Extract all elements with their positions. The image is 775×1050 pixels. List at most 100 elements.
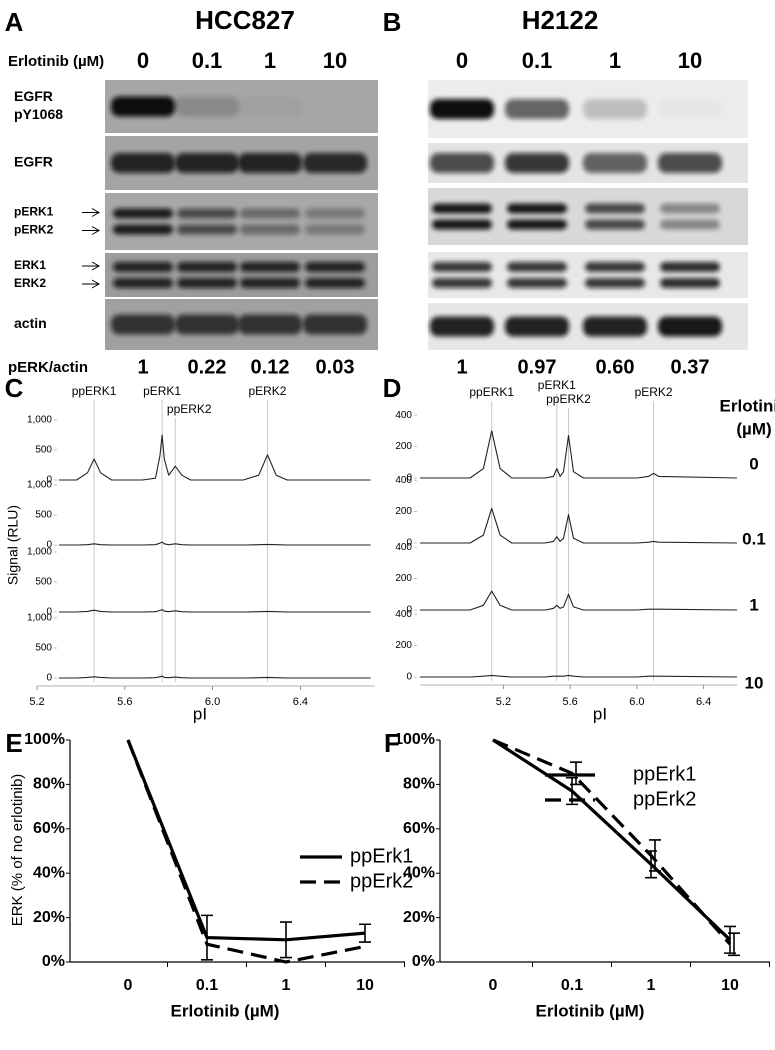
band — [505, 316, 569, 337]
y-tick-label: 1,000 — [27, 547, 52, 558]
blot-title: HCC827 — [195, 5, 295, 35]
band — [430, 316, 494, 337]
lane-label: 0 — [137, 48, 149, 73]
ratio-label: pERK/actin — [8, 359, 88, 376]
band — [240, 224, 300, 235]
ratio: 0.03 — [316, 356, 355, 378]
band — [113, 278, 173, 288]
band — [111, 153, 175, 173]
legend-entry: 10 — [745, 673, 764, 692]
row-label: pERK1 — [14, 205, 54, 219]
panel-letter: E — [5, 728, 22, 758]
band — [660, 219, 720, 230]
y-tick-label: 200 — [395, 640, 412, 651]
band — [585, 203, 645, 214]
x-tick-label: 5.6 — [563, 696, 578, 708]
lane-label: 10 — [323, 48, 347, 73]
x-tick-label: 6.4 — [293, 696, 308, 708]
y-tick-label: 100% — [394, 731, 435, 748]
y-tick-label: 80% — [33, 776, 65, 793]
peak-label: ppERK1 — [469, 385, 514, 399]
y-tick-label: 0 — [406, 605, 412, 616]
band — [430, 99, 494, 119]
x-tick-label: 0 — [489, 977, 498, 994]
band — [585, 262, 645, 272]
lane-label: 0.1 — [192, 48, 223, 73]
ratio: 1 — [456, 356, 467, 378]
band — [507, 262, 567, 272]
band — [240, 208, 300, 219]
band — [432, 219, 492, 230]
arrow-head — [91, 226, 101, 235]
band — [432, 262, 492, 272]
band — [658, 316, 722, 337]
trace — [420, 507, 738, 544]
y-tick-label: 400 — [395, 410, 412, 421]
peak-label: ppERK1 — [72, 384, 117, 398]
y-axis-title: ERK (% of no erlotinib) — [9, 774, 26, 927]
legend-entry: 0.1 — [742, 529, 766, 548]
row-label: actin — [14, 315, 47, 331]
lane-label: 10 — [678, 48, 702, 73]
panel-letter: D — [383, 373, 402, 403]
legend-title: Erlotinib — [720, 396, 775, 415]
peak-label: ppERK2 — [167, 402, 212, 416]
peak-label: pERK2 — [635, 385, 673, 399]
y-tick-label: 500 — [35, 510, 52, 521]
band — [303, 153, 367, 173]
legend-entry: ppErk1 — [350, 845, 413, 867]
error-bar — [570, 761, 582, 786]
lane-label: 1 — [609, 48, 621, 73]
band — [305, 278, 365, 288]
x-tick-label: 5.2 — [496, 696, 511, 708]
series-line — [126, 739, 366, 964]
y-tick-label: 400 — [395, 542, 412, 553]
x-tick-label: 1 — [647, 977, 656, 994]
x-tick-label: 1 — [282, 977, 291, 994]
x-axis-title: pI — [193, 704, 207, 723]
band — [505, 153, 569, 173]
legend-title: (µM) — [736, 419, 771, 438]
x-axis-title: pI — [593, 704, 607, 723]
band — [113, 224, 173, 235]
y-tick-label: 400 — [395, 475, 412, 486]
blot-strip — [105, 253, 378, 297]
band — [658, 99, 722, 119]
ratio: 0.12 — [251, 356, 290, 378]
y-tick-label: 40% — [403, 864, 435, 881]
band — [111, 314, 175, 335]
band — [238, 314, 302, 335]
y-tick-label: 0 — [46, 607, 52, 618]
y-tick-label: 60% — [33, 820, 65, 837]
band — [432, 278, 492, 288]
lane-label: 0 — [456, 48, 468, 73]
trace — [58, 541, 371, 546]
band — [111, 96, 175, 117]
peak-label: ppERK2 — [546, 392, 591, 406]
band — [177, 262, 237, 272]
y-tick-label: 0% — [412, 953, 435, 970]
y-tick-label: 40% — [33, 864, 65, 881]
y-tick-label: 20% — [33, 909, 65, 926]
band — [177, 278, 237, 288]
series-line — [492, 738, 732, 941]
y-tick-label: 500 — [35, 577, 52, 588]
y-tick-label: 500 — [35, 643, 52, 654]
panel-letter: C — [5, 373, 24, 403]
y-tick-label: 0 — [406, 538, 412, 549]
peak-label: pERK1 — [143, 384, 181, 398]
row-label: pERK2 — [14, 223, 54, 237]
x-tick-label: 6.0 — [205, 696, 220, 708]
band — [175, 153, 239, 173]
y-tick-label: 0 — [46, 673, 52, 684]
band — [113, 208, 173, 219]
y-tick-label: 100% — [24, 731, 65, 748]
y-tick-label: 20% — [403, 909, 435, 926]
band — [113, 262, 173, 272]
band — [585, 278, 645, 288]
x-tick-label: 0.1 — [196, 977, 218, 994]
y-tick-label: 0 — [406, 473, 412, 484]
peak-label: pERK1 — [538, 378, 576, 392]
